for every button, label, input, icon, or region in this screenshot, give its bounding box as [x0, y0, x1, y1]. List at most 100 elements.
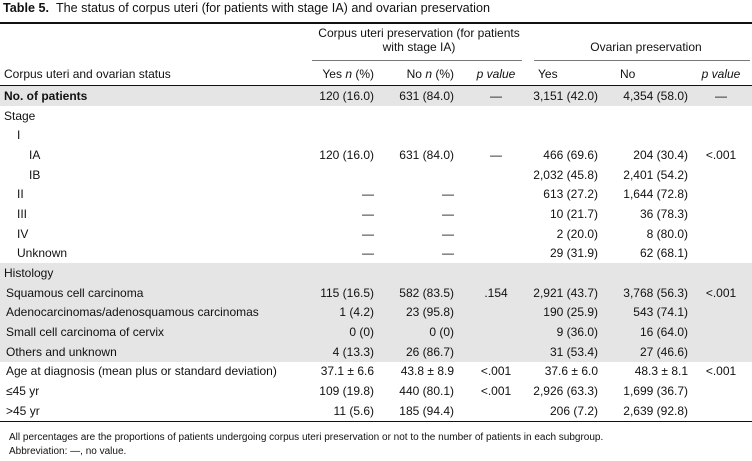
cell-cp	[478, 342, 514, 362]
table-label: Table 5.	[3, 1, 49, 15]
cell-op	[700, 165, 742, 185]
header-ov-p: p value	[701, 66, 741, 81]
cell-cy: 120 (16.0)	[319, 147, 374, 162]
footnote-abbreviation: Abbreviation: —, no value.	[9, 446, 127, 457]
footnote-percentages: All percentages are the proportions of p…	[9, 432, 604, 443]
cell-op	[700, 303, 742, 323]
row-label: I	[17, 128, 21, 143]
cell-cp	[478, 204, 514, 224]
cell-op	[700, 263, 742, 283]
cell-oy: 37.6 ± 6.0	[544, 364, 598, 379]
cell-cy: 37.1 ± 6.6	[320, 364, 374, 379]
row-label: Adenocarcinomas/adenosquamous carcinomas	[6, 305, 259, 320]
cell-cy: —	[362, 206, 374, 221]
table-row: Stage	[0, 106, 752, 126]
cell-cy	[312, 165, 374, 185]
cell-cn: —	[442, 187, 454, 202]
table-footnotes: All percentages are the proportions of p…	[9, 431, 603, 459]
cell-oy: 2,926 (63.3)	[533, 384, 598, 399]
cell-on: 27 (46.6)	[639, 344, 688, 359]
cell-op: <.001	[705, 147, 737, 162]
cell-cy: 115 (16.5)	[320, 285, 374, 300]
cell-on	[604, 106, 688, 126]
cell-cp	[478, 165, 514, 185]
cell-cp: —	[490, 88, 502, 103]
cell-op	[700, 342, 742, 362]
header-row-label: Corpus uteri and ovarian status	[4, 66, 171, 81]
cell-cp	[478, 125, 514, 145]
cell-cp	[478, 224, 514, 244]
header-text: Yes n (%)	[322, 66, 374, 81]
cell-cp: <.001	[480, 364, 512, 379]
cell-oy: 2,032 (45.8)	[533, 167, 598, 182]
group-underline-corpus	[312, 60, 522, 61]
cell-on: 204 (30.4)	[633, 147, 688, 162]
header-text: No n (%)	[406, 66, 454, 81]
table-row: Unknown — — 29 (31.9) 62 (68.1)	[0, 244, 752, 264]
cell-cy: —	[362, 226, 374, 241]
cell-cp	[478, 401, 514, 421]
cell-on: 36 (78.3)	[639, 206, 688, 221]
row-label: III	[17, 206, 28, 221]
header-ov-yes: Yes	[538, 66, 558, 81]
cell-cy: —	[362, 246, 374, 261]
table-row: Age at diagnosis (mean plus or standard …	[0, 362, 752, 382]
cell-cn: 631 (84.0)	[399, 147, 454, 162]
cell-cp: .154	[484, 285, 508, 300]
cell-cn: 185 (94.4)	[399, 403, 454, 418]
cell-cn: 582 (83.5)	[399, 285, 454, 300]
cell-cp	[478, 106, 514, 126]
cell-cn: 0 (0)	[429, 325, 454, 340]
table-row: No. of patients 120 (16.0) 631 (84.0) — 3,15…	[0, 86, 752, 106]
cell-oy: 613 (27.2)	[543, 187, 598, 202]
cell-cp	[478, 303, 514, 323]
cell-on: 2,401 (54.2)	[623, 167, 688, 182]
table-caption: Table 5. The status of corpus uteri (for…	[3, 1, 490, 15]
row-label: Histology	[4, 266, 54, 281]
table-row: IB 2,032 (45.8) 2,401 (54.2)	[0, 165, 752, 185]
table-row: I	[0, 125, 752, 145]
cell-oy: 29 (31.9)	[549, 246, 598, 261]
row-label: IB	[29, 167, 41, 182]
cell-on: 1,644 (72.8)	[623, 187, 688, 202]
group-underline-ovarian	[534, 60, 750, 61]
table-row: Others and unknown 4 (13.3) 26 (86.7) 31 (5…	[0, 341, 752, 362]
row-label: IV	[17, 226, 29, 241]
cell-op	[700, 106, 742, 126]
cell-oy	[538, 106, 598, 126]
cell-cn: —	[442, 226, 454, 241]
header-cu-yes: Yes n (%)	[312, 62, 374, 85]
cell-cy: 120 (16.0)	[319, 88, 374, 103]
table-title: The status of corpus uteri (for patients…	[55, 1, 490, 15]
cell-oy: 10 (21.7)	[549, 206, 598, 221]
cell-cn	[394, 165, 454, 185]
cell-oy: 2,921 (43.7)	[533, 285, 598, 300]
table-row: Adenocarcinomas/adenosquamous carcinomas…	[0, 302, 752, 323]
cell-cp	[478, 263, 514, 283]
cell-cp	[478, 244, 514, 264]
cell-oy: 31 (53.4)	[549, 344, 598, 359]
cell-oy: 206 (7.2)	[549, 403, 598, 418]
row-label: Unknown	[17, 246, 68, 261]
row-label: ≤45 yr	[6, 384, 40, 399]
cell-oy	[538, 125, 598, 145]
cell-op: <.001	[705, 285, 737, 300]
cell-cy	[312, 106, 374, 126]
cell-op: <.001	[705, 364, 737, 379]
cell-on: 16 (64.0)	[639, 325, 688, 340]
cell-cn	[394, 106, 454, 126]
cell-op	[700, 204, 742, 224]
cell-op	[700, 244, 742, 264]
cell-on: 62 (68.1)	[639, 246, 688, 261]
cell-cy	[312, 263, 374, 283]
cell-cn	[394, 263, 454, 283]
cell-op	[700, 322, 742, 342]
cell-cn: 23 (95.8)	[405, 305, 454, 320]
cell-on: 1,699 (36.7)	[623, 384, 688, 399]
cell-cy: 4 (13.3)	[332, 344, 374, 359]
cell-op	[700, 125, 742, 145]
row-label: IA	[29, 147, 41, 162]
cell-cy	[312, 125, 374, 145]
cell-op	[700, 184, 742, 204]
